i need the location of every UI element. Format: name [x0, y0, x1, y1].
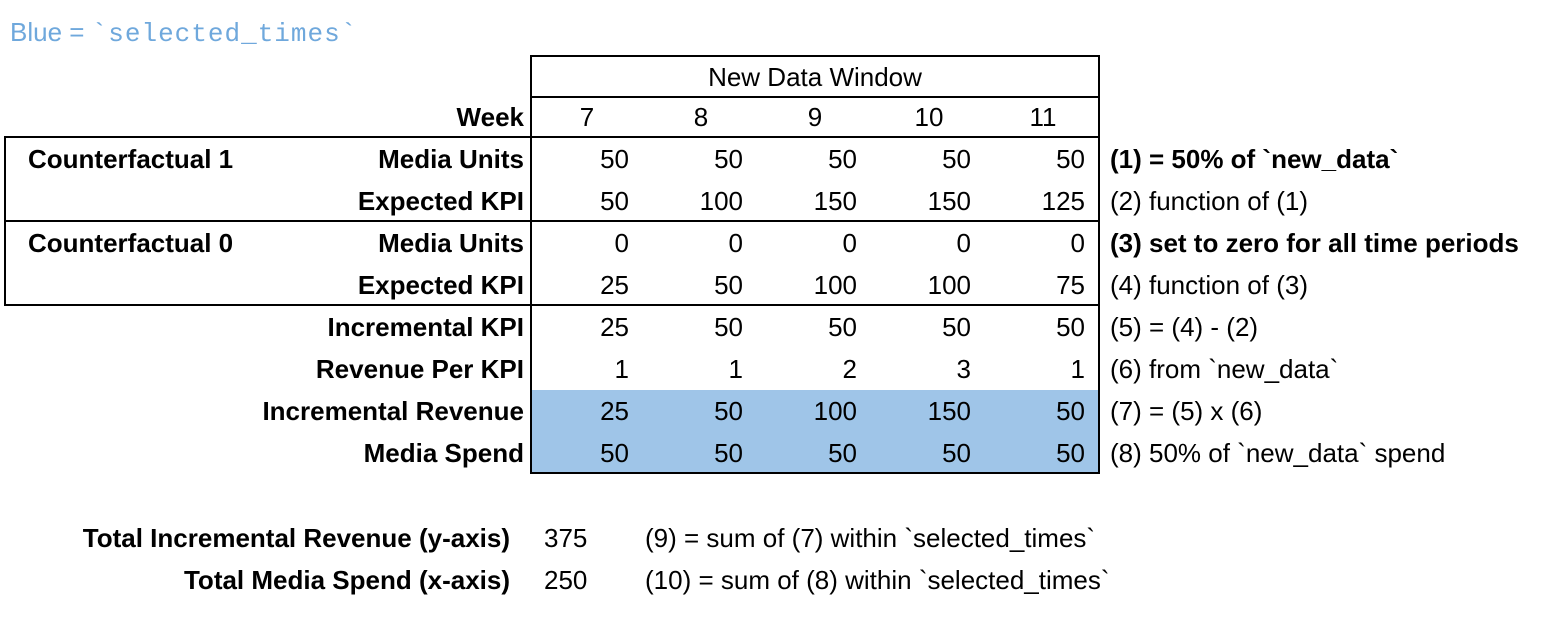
- total-note: (9) = sum of (7) within `selected_times`: [645, 523, 1096, 553]
- row-label: Media Spend: [363, 438, 524, 468]
- data-cell: 0: [1070, 228, 1085, 258]
- data-cell: 0: [614, 228, 629, 258]
- data-cell: 50: [942, 312, 971, 342]
- data-cell: 25: [600, 312, 629, 342]
- data-cell: 50: [828, 312, 857, 342]
- data-cell: 50: [942, 144, 971, 174]
- data-cell: 3: [956, 354, 971, 384]
- legend-label: Blue =: [10, 17, 92, 47]
- new-data-window-title: New Data Window: [708, 62, 922, 92]
- data-cell: 150: [813, 186, 857, 216]
- row-label: Incremental Revenue: [262, 396, 524, 426]
- data-cell: 100: [813, 396, 857, 426]
- row-label: Media Units: [378, 228, 524, 258]
- counterfactual-label: Counterfactual 0: [28, 228, 234, 258]
- data-cell: 100: [927, 270, 971, 300]
- total-label: Total Media Spend (x-axis): [183, 565, 510, 595]
- total-value: 375: [544, 523, 588, 553]
- data-cell: 50: [714, 396, 743, 426]
- new-data-window-box: New Data Window: [530, 55, 1100, 96]
- data-cell: 50: [828, 144, 857, 174]
- counterfactual-label: Counterfactual 1: [28, 144, 234, 174]
- data-cell: 25: [600, 396, 629, 426]
- data-cell: 50: [714, 438, 743, 468]
- data-cell: 1: [728, 354, 743, 384]
- data-cell: 2: [842, 354, 857, 384]
- row-note: (4) function of (3): [1110, 270, 1308, 300]
- grid-line: [530, 304, 1100, 306]
- data-cell: 75: [1056, 270, 1085, 300]
- data-cell: 50: [1056, 396, 1085, 426]
- data-cell: 150: [927, 396, 971, 426]
- week-cell: 8: [693, 102, 709, 132]
- row-note: (5) = (4) - (2): [1110, 312, 1259, 342]
- data-cell: 50: [714, 144, 743, 174]
- row-label: Expected KPI: [357, 186, 524, 216]
- data-cell: 25: [600, 270, 629, 300]
- data-cell: 50: [600, 186, 629, 216]
- row-note: (6) from `new_data`: [1110, 354, 1339, 384]
- week-cell: 9: [807, 102, 823, 132]
- row-note: (3) set to zero for all time periods: [1110, 228, 1519, 258]
- data-cell: 0: [728, 228, 743, 258]
- week-cell: 10: [914, 102, 944, 132]
- data-cell: 50: [1056, 144, 1085, 174]
- row-label: Incremental KPI: [327, 312, 524, 342]
- row-note: (7) = (5) x (6): [1110, 396, 1263, 426]
- week-label: Week: [456, 102, 524, 132]
- data-cell: 150: [927, 186, 971, 216]
- data-cell: 50: [1056, 312, 1085, 342]
- legend-code: `selected_times`: [91, 19, 358, 49]
- data-cell: 50: [1056, 438, 1085, 468]
- row-label: Media Units: [378, 144, 524, 174]
- grid-line: [530, 220, 1100, 222]
- week-cell: 11: [1029, 102, 1057, 132]
- row-note: (2) function of (1): [1110, 186, 1308, 216]
- total-value: 250: [544, 565, 588, 595]
- selected-times-highlight: [532, 390, 1098, 472]
- data-cell: 50: [714, 312, 743, 342]
- data-cell: 100: [699, 186, 743, 216]
- legend: Blue = `selected_times`: [10, 14, 357, 50]
- data-cell: 50: [600, 438, 629, 468]
- total-note: (10) = sum of (8) within `selected_times…: [645, 565, 1110, 595]
- data-cell: 50: [714, 270, 743, 300]
- data-cell: 1: [1070, 354, 1085, 384]
- row-note: (1) = 50% of `new_data`: [1110, 144, 1399, 174]
- data-cell: 50: [942, 438, 971, 468]
- row-note: (8) 50% of `new_data` spend: [1110, 438, 1446, 468]
- data-cell: 0: [842, 228, 857, 258]
- total-label: Total Incremental Revenue (y-axis): [82, 523, 510, 553]
- row-label: Expected KPI: [357, 270, 524, 300]
- data-cell: 50: [600, 144, 629, 174]
- data-cell: 0: [956, 228, 971, 258]
- data-cell: 50: [828, 438, 857, 468]
- grid-line: [530, 136, 1100, 138]
- data-cell: 1: [614, 354, 629, 384]
- data-cell: 100: [813, 270, 857, 300]
- week-cell: 7: [579, 102, 595, 132]
- row-label: Revenue Per KPI: [315, 354, 524, 384]
- data-cell: 125: [1041, 186, 1085, 216]
